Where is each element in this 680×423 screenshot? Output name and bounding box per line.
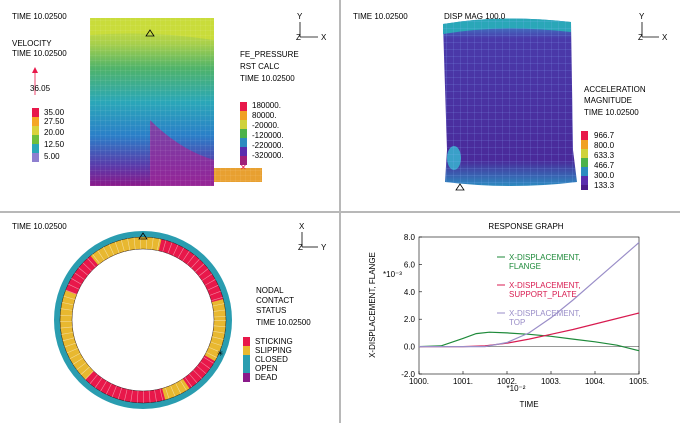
boundary-marker-icon xyxy=(145,29,155,37)
velocity-title: VELOCITY xyxy=(12,39,52,48)
pressure-legend-0: 180000. xyxy=(252,101,281,110)
pressure-legend-1: 80000. xyxy=(252,111,277,120)
velocity-legend-0: 35.00 xyxy=(44,108,65,117)
y-tick-label: 0.0 xyxy=(404,343,416,352)
x-axis-label: TIME xyxy=(519,400,538,409)
triad-z-label: Z xyxy=(296,33,301,42)
x-tick-label: 1002. xyxy=(497,377,517,386)
vector-value: 36.05 xyxy=(30,84,51,93)
velocity-legend-bar xyxy=(32,108,39,162)
x-multiplier: *10⁻² xyxy=(507,384,526,393)
accel-time: TIME 10.02500 xyxy=(584,108,639,117)
legend-label-1-line2: SUPPORT_PLATE xyxy=(509,290,577,299)
chart-title: RESPONSE GRAPH xyxy=(488,222,563,231)
x-tick-label: 1000. xyxy=(409,377,429,386)
y-tick-label: 8.0 xyxy=(404,233,416,242)
velocity-legend-3: 12.50 xyxy=(44,140,65,149)
contact-status-viewport[interactable]: ✳ TIME 10.02500 NODAL CONTACT STATUS TIM… xyxy=(0,213,339,423)
structure-mesh xyxy=(443,18,577,187)
fluid-domain xyxy=(90,18,262,186)
velocity-legend-2: 20.00 xyxy=(44,128,65,137)
contact-title-1: CONTACT xyxy=(256,296,295,305)
y-tick-label: 2.0 xyxy=(404,315,416,324)
series-line-0 xyxy=(418,331,640,352)
triad-x-label: X xyxy=(299,222,305,231)
p3-canvas: ✳ xyxy=(54,231,318,409)
pressure-legend-5: -320000. xyxy=(252,151,284,160)
triad-y-label: Y xyxy=(639,12,645,21)
x-tick-label: 1003. xyxy=(541,377,561,386)
legend-label-2: X-DISPLACEMENT, xyxy=(509,309,581,318)
accel-title: ACCELERATION xyxy=(584,85,646,94)
legend-label-0: X-DISPLACEMENT, xyxy=(509,253,581,262)
pressure-time: TIME 10.02500 xyxy=(240,74,295,83)
x-tick-label: 1001. xyxy=(453,377,473,386)
series-line-2 xyxy=(419,242,640,348)
velocity-time: TIME 10.02500 xyxy=(12,49,67,58)
acceleration-viewport[interactable]: TIME 10.02500 DISP MAG 100.0 ACCELERATIO… xyxy=(341,0,680,211)
p3-time: TIME 10.02500 xyxy=(12,222,67,231)
load-marker-icon: ✳ xyxy=(217,349,224,358)
triad-x-label: X xyxy=(662,33,668,42)
triad-z-label: Z xyxy=(298,243,303,252)
pressure-title: FE_PRESSURE xyxy=(240,50,299,59)
y-tick-label: 6.0 xyxy=(404,260,416,269)
y-tick-label: -2.0 xyxy=(401,370,415,379)
p2-canvas xyxy=(443,18,659,191)
load-marker-icon: ✕ xyxy=(240,163,247,172)
response-graph: RESPONSE GRAPH -2.0 0.0 2.0 4.0 6.0 8.0 1000.… xyxy=(368,222,649,409)
contact-title-0: NODAL xyxy=(256,286,284,295)
accel-legend-0: 966.7 xyxy=(594,131,615,140)
p1-time: TIME 10.02500 xyxy=(12,12,67,21)
pressure-legend-4: -220000. xyxy=(252,141,284,150)
boundary-marker-icon xyxy=(455,183,465,191)
contact-title-2: STATUS xyxy=(256,306,287,315)
legend-label-1: X-DISPLACEMENT, xyxy=(509,281,581,290)
accel-sub: MAGNITUDE xyxy=(584,96,632,105)
contact-legend-3: OPEN xyxy=(255,364,278,373)
contact-time: TIME 10.02500 xyxy=(256,318,311,327)
pressure-legend-bar xyxy=(240,102,247,165)
disp-mag: DISP MAG 100.0 xyxy=(444,12,506,21)
contact-legend-1: SLIPPING xyxy=(255,346,292,355)
p1-canvas: ✕ xyxy=(32,18,318,186)
x-tick-label: 1004. xyxy=(585,377,605,386)
accel-legend-5: 133.3 xyxy=(594,181,615,190)
velocity-legend-4: 5.00 xyxy=(44,152,60,161)
contact-legend-bar xyxy=(243,337,250,382)
pressure-sub: RST CALC xyxy=(240,62,280,71)
accel-legend-3: 466.7 xyxy=(594,161,615,170)
accel-legend-bar xyxy=(581,131,588,190)
triad-y-label: Y xyxy=(321,243,327,252)
axis-triad-icon xyxy=(299,22,318,38)
y-multiplier: *10⁻³ xyxy=(383,270,402,279)
contact-legend-0: STICKING xyxy=(255,337,293,346)
pressure-legend-2: -20000. xyxy=(252,121,280,130)
contact-ring xyxy=(54,231,232,409)
x-tick-label: 1005. xyxy=(629,377,649,386)
contact-legend-4: DEAD xyxy=(255,373,278,382)
accel-legend-1: 800.0 xyxy=(594,141,615,150)
triad-y-label: Y xyxy=(297,12,303,21)
p2-time: TIME 10.02500 xyxy=(353,12,408,21)
triad-x-label: X xyxy=(321,33,327,42)
accel-legend-2: 633.3 xyxy=(594,151,615,160)
velocity-legend-1: 27.50 xyxy=(44,117,65,126)
velocity-pressure-viewport[interactable]: ✕ TIME 10.02500 VELOCITY TIME 10.02500 3… xyxy=(0,0,339,211)
boundary-marker-icon xyxy=(138,232,148,240)
legend-label-2-line2: TOP xyxy=(509,318,525,327)
horizontal-divider xyxy=(0,211,680,213)
y-tick-label: 4.0 xyxy=(404,288,416,297)
accel-legend-4: 300.0 xyxy=(594,171,615,180)
y-axis-label: X-DISPLACEMENT, FLANGE xyxy=(368,252,377,358)
response-graph-viewport[interactable]: RESPONSE GRAPH -2.0 0.0 2.0 4.0 6.0 8.0 1000.… xyxy=(341,213,680,423)
axis-triad-icon xyxy=(301,232,318,248)
pressure-legend-3: -120000. xyxy=(252,131,284,140)
axis-triad-icon xyxy=(641,22,659,38)
contact-legend-2: CLOSED xyxy=(255,355,288,364)
legend-label-0-line2: FLANGE xyxy=(509,262,541,271)
triad-z-label: Z xyxy=(638,33,643,42)
plot-frame xyxy=(418,236,640,375)
